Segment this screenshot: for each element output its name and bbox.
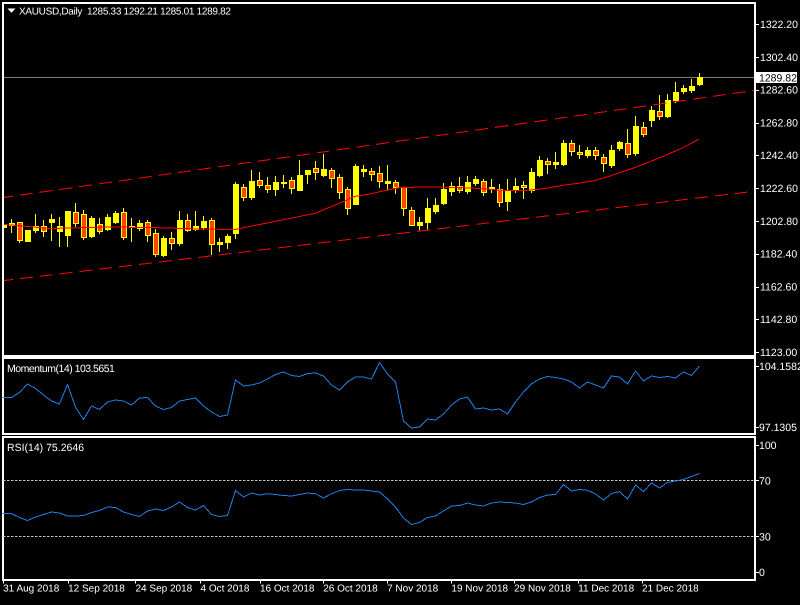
svg-text:97.1305: 97.1305 (759, 422, 797, 434)
svg-text:21 Dec 2018: 21 Dec 2018 (642, 584, 699, 595)
svg-text:1302.40: 1302.40 (760, 52, 798, 64)
svg-text:104.1582: 104.1582 (759, 361, 800, 373)
svg-text:1142.80: 1142.80 (760, 314, 797, 326)
svg-text:12 Sep 2018: 12 Sep 2018 (68, 584, 125, 595)
svg-text:7 Nov 2018: 7 Nov 2018 (387, 584, 439, 595)
svg-text:29 Nov 2018: 29 Nov 2018 (514, 584, 571, 595)
svg-text:1262.80: 1262.80 (760, 117, 798, 129)
svg-text:Momentum(14) 103.5651: Momentum(14) 103.5651 (7, 363, 115, 375)
svg-text:4 Oct 2018: 4 Oct 2018 (201, 584, 250, 595)
svg-text:19 Nov 2018: 19 Nov 2018 (451, 584, 508, 595)
svg-text:1289.82: 1289.82 (759, 72, 797, 84)
svg-text:1222.60: 1222.60 (760, 183, 798, 195)
svg-text:XAUUSD,Daily 1285.33 1292.21: XAUUSD,Daily 1285.33 1292.21 1285.01 128… (19, 7, 231, 18)
svg-text:1202.80: 1202.80 (760, 216, 798, 228)
svg-text:100: 100 (759, 440, 777, 452)
svg-text:16 Oct 2018: 16 Oct 2018 (260, 584, 315, 595)
svg-text:1322.20: 1322.20 (760, 19, 798, 31)
svg-text:RSI(14) 75.2646: RSI(14) 75.2646 (7, 442, 84, 454)
svg-text:26 Oct 2018: 26 Oct 2018 (323, 584, 378, 595)
svg-text:1282.60: 1282.60 (760, 85, 798, 97)
svg-text:70: 70 (759, 475, 771, 487)
svg-text:30: 30 (759, 531, 771, 543)
svg-text:1242.40: 1242.40 (760, 150, 798, 162)
svg-text:1123.00: 1123.00 (760, 347, 797, 359)
svg-text:1162.60: 1162.60 (760, 281, 797, 293)
svg-text:11 Dec 2018: 11 Dec 2018 (578, 584, 634, 595)
svg-text:1182.40: 1182.40 (760, 249, 797, 261)
svg-text:24 Sep 2018: 24 Sep 2018 (136, 584, 193, 595)
svg-text:31 Aug 2018: 31 Aug 2018 (3, 584, 60, 595)
svg-text:0: 0 (759, 567, 765, 579)
